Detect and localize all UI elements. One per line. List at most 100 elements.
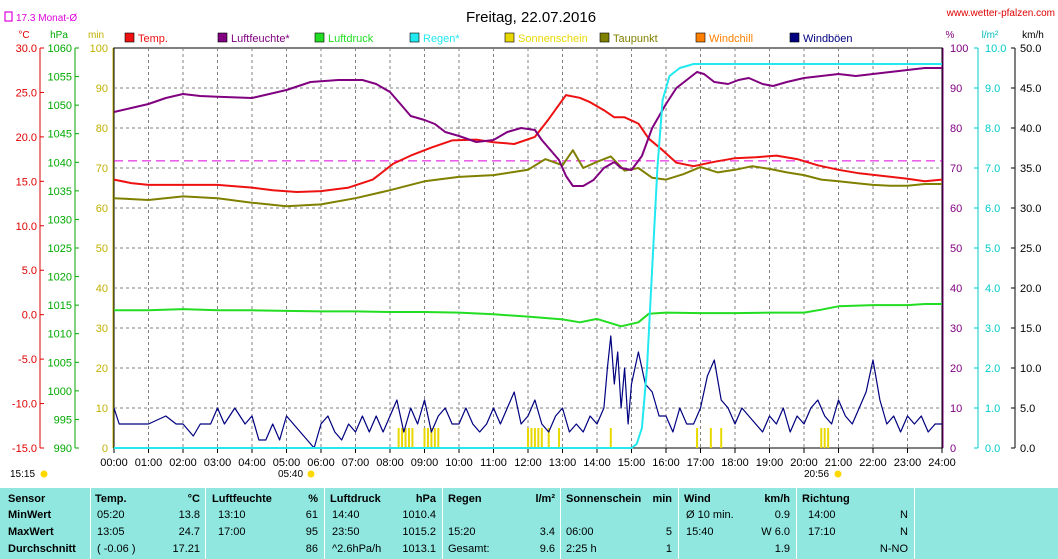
sunset-icon	[834, 470, 842, 478]
sunshine-bar	[696, 428, 699, 448]
rain-unit: l/m²	[982, 30, 999, 41]
legend-label: Windböen	[803, 33, 853, 45]
percent-tick-label: 100	[950, 43, 968, 55]
monthly-average-label: 17.3 Monat-Ø	[16, 13, 77, 24]
pressure-tick-label: 1045	[48, 129, 72, 141]
stat-press-time: 23:50	[332, 526, 360, 538]
wind-gust-line	[113, 335, 942, 449]
header-pressure-unit: hPa	[415, 493, 436, 505]
sunshine-bar	[720, 428, 723, 448]
humidity-line	[113, 67, 942, 187]
daylength-sun-icon	[40, 470, 48, 478]
header-rain-unit: l/m²	[535, 493, 555, 505]
stat-sun-val: 1	[665, 543, 672, 555]
site-url[interactable]: www.wetter-pfalzen.com	[946, 8, 1055, 19]
pressure-tick-label: 1000	[48, 386, 72, 398]
stat-rain-val: 3.4	[539, 526, 555, 538]
header-humidity-unit: %	[308, 493, 318, 505]
stat-label: MaxWert	[8, 526, 54, 538]
stat-label: Durchschnitt	[8, 543, 76, 555]
temp-tick-label: 30.0	[16, 43, 37, 55]
sunshine-bar	[407, 428, 410, 448]
temp-axis: 30.0 25.0 20.0 15.0 10.0 5.0 0.0 -5.0 -10.0 -15.0	[12, 43, 44, 455]
x-tick-label: 05:00	[273, 457, 301, 469]
rain-tick-label: 9.0	[985, 83, 1000, 95]
wind-tick-label: 10.0	[1020, 363, 1041, 375]
x-tick-label: 23:00	[894, 457, 922, 469]
legend-swatch	[409, 32, 420, 43]
legend-label: Taupunkt	[613, 33, 658, 45]
rain-tick-label: 8.0	[985, 123, 1000, 135]
percent-tick-label: 90	[950, 83, 962, 95]
legend-label: Regen*	[423, 33, 460, 45]
percent-tick-label: 20	[950, 363, 962, 375]
pressure-tick-label: 1005	[48, 357, 72, 369]
stat-press-val: 1015.2	[402, 526, 436, 538]
rain-tick-label: 0.0	[985, 443, 1000, 455]
minutes-tick-label: 90	[96, 83, 108, 95]
x-tick-label: 12:00	[514, 457, 542, 469]
minutes-tick-label: 100	[90, 43, 108, 55]
x-tick-label: 24:00	[928, 457, 956, 469]
percent-tick-label: 50	[950, 243, 962, 255]
chart-legend: Temp. Luftfeuchte* Luftdruck Regen* Sonnensc…	[124, 32, 853, 45]
header-sunshine: Sonnenschein	[566, 493, 642, 505]
rain-tick-label: 4.0	[985, 283, 1000, 295]
x-tick-label: 20:00	[790, 457, 818, 469]
legend-label: Luftfeuchte*	[231, 33, 290, 45]
rain-tick-label: 6.0	[985, 203, 1000, 215]
temp-tick-label: -5.0	[18, 354, 37, 366]
stat-rain-time: Gesamt:	[448, 543, 490, 555]
header-temp: Temp.	[95, 493, 127, 505]
sunshine-bar	[709, 428, 712, 448]
temp-tick-label: 0.0	[22, 310, 37, 322]
sunshine-bar	[558, 428, 561, 448]
pressure-tick-label: 1030	[48, 214, 72, 226]
wind-tick-label: 25.0	[1020, 243, 1041, 255]
header-humidity: Luftfeuchte	[212, 493, 272, 505]
x-tick-label: 18:00	[721, 457, 749, 469]
stat-label: MinWert	[8, 509, 52, 521]
x-tick-label: 17:00	[687, 457, 715, 469]
stat-press-time: 14:40	[332, 509, 360, 521]
legend-swatch	[789, 32, 800, 43]
x-tick-label: 15:00	[618, 457, 646, 469]
stat-temp-time: 13:05	[97, 526, 125, 538]
header-temp-unit: °C	[187, 493, 200, 505]
sunrise-icon	[307, 470, 315, 478]
sunshine-bar	[537, 428, 540, 448]
sunshine-bar	[609, 428, 612, 448]
column-divider	[678, 488, 679, 559]
wind-tick-label: 45.0	[1020, 83, 1041, 95]
sunshine-bar	[530, 428, 533, 448]
pressure-tick-label: 1025	[48, 243, 72, 255]
sunshine-bar	[540, 428, 543, 448]
header-wind-unit: km/h	[764, 493, 790, 505]
x-tick-label: 10:00	[445, 457, 473, 469]
header-pressure: Luftdruck	[330, 493, 381, 505]
legend-label: Windchill	[709, 33, 753, 45]
pressure-tick-label: 1040	[48, 157, 72, 169]
column-divider	[560, 488, 561, 559]
minutes-tick-label: 20	[96, 363, 108, 375]
stat-temp-time: 05:20	[97, 509, 125, 521]
column-divider	[90, 488, 91, 559]
legend-swatch	[599, 32, 610, 43]
temp-tick-label: 25.0	[16, 87, 37, 99]
x-tick-label: 16:00	[652, 457, 680, 469]
daylength-label: 15:15	[10, 469, 35, 480]
percent-tick-label: 60	[950, 203, 962, 215]
rain-line	[114, 63, 942, 449]
chart-title: Freitag, 22.07.2016	[466, 9, 596, 26]
minutes-unit: min	[88, 30, 104, 41]
x-tick-label: 02:00	[169, 457, 197, 469]
x-tick-label: 22:00	[859, 457, 887, 469]
x-tick-label: 11:00	[480, 457, 507, 469]
pressure-tick-label: 1015	[48, 300, 72, 312]
wind-tick-label: 30.0	[1020, 203, 1041, 215]
stat-wind-val: 0.9	[774, 509, 790, 521]
sunshine-bar	[527, 428, 529, 448]
sunshine-bar	[401, 428, 404, 448]
sunshine-bar	[827, 428, 830, 448]
stat-dir-val: N-NO	[879, 543, 908, 555]
